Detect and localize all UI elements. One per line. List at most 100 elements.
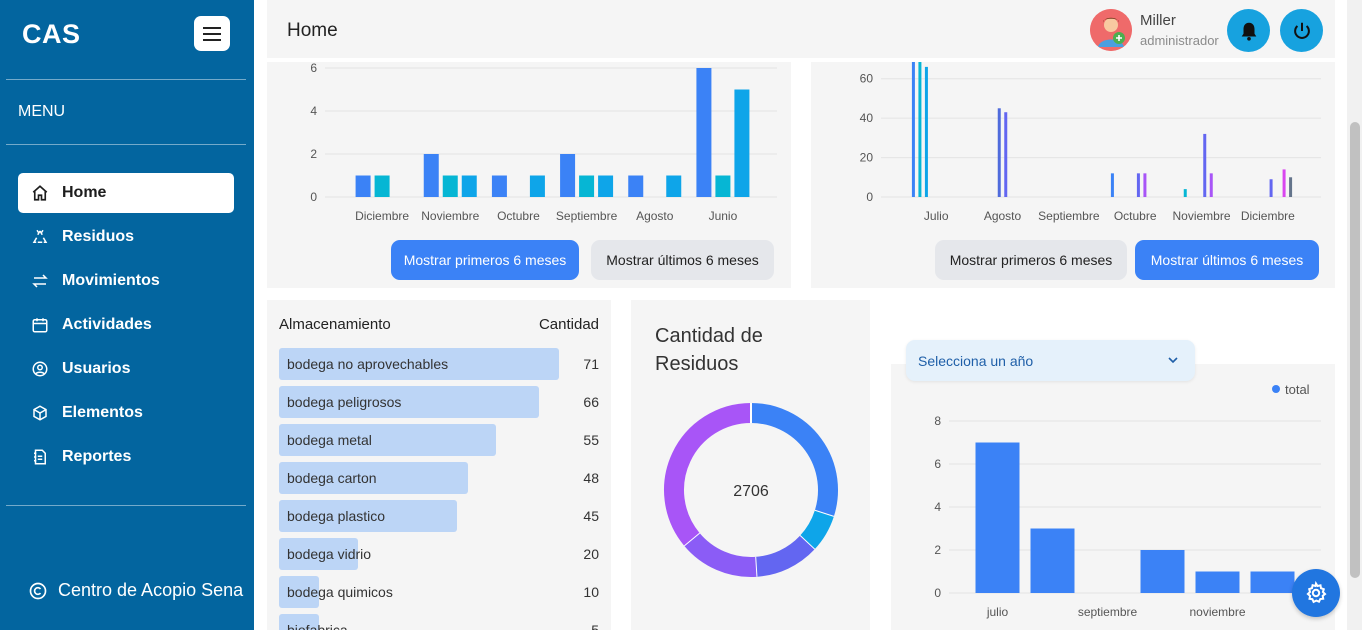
logout-button[interactable] xyxy=(1280,9,1323,52)
hamburger-icon xyxy=(203,26,221,41)
storage-label: bodega plastico xyxy=(287,508,386,524)
slice-separator xyxy=(683,531,701,547)
bar xyxy=(1183,189,1187,197)
bar xyxy=(374,175,390,197)
sidebar-item-usuarios[interactable]: Usuarios xyxy=(18,349,234,389)
sidebar-item-elementos[interactable]: Elementos xyxy=(18,393,234,433)
y-tick-label: 6 xyxy=(310,62,317,75)
sidebar-item-actividades[interactable]: Actividades xyxy=(18,305,234,345)
y-tick-label: 0 xyxy=(866,190,873,204)
sidebar-item-label: Reportes xyxy=(62,448,132,465)
recycle-icon xyxy=(30,227,50,247)
bar xyxy=(918,62,922,197)
x-tick-label: Noviembre xyxy=(1172,209,1230,223)
storage-label: bodega peligrosos xyxy=(287,394,402,410)
x-tick-label: Agosto xyxy=(636,209,674,223)
bar xyxy=(579,175,595,197)
y-tick-label: 8 xyxy=(934,414,941,428)
bar xyxy=(1030,528,1075,593)
copyright-icon xyxy=(28,581,48,601)
storage-row: bodega quimicos 10 xyxy=(279,576,599,608)
storage-row: bodega vidrio 20 xyxy=(279,538,599,570)
yearly-chart-card: 0 2 4 6 8 julio septiembre noviembre total xyxy=(891,364,1335,630)
page-scrollbar[interactable] xyxy=(1347,0,1362,630)
show-first-6-months-button[interactable]: Mostrar primeros 6 meses xyxy=(391,240,579,280)
user-role: administrador xyxy=(1140,33,1219,48)
donut-slice xyxy=(754,535,815,577)
x-tick-label: Octubre xyxy=(497,209,540,223)
bar xyxy=(911,62,915,197)
donut-card: Cantidad de Residuos 2706 xyxy=(631,300,870,630)
y-tick-label: 2 xyxy=(310,147,317,161)
sidebar-item-label: Home xyxy=(62,184,107,201)
bar xyxy=(628,175,644,197)
x-tick-label: julio xyxy=(986,605,1009,619)
storage-value: 20 xyxy=(583,546,599,562)
x-tick-label: Diciembre xyxy=(355,209,409,223)
bar xyxy=(1110,173,1114,197)
storage-label: bodega carton xyxy=(287,470,377,486)
storage-bar xyxy=(279,386,540,418)
sidebar-divider xyxy=(6,79,246,80)
sidebar-item-label: Elementos xyxy=(62,404,143,421)
sidebar-item-reportes[interactable]: Reportes xyxy=(18,437,234,477)
sidebar-item-home[interactable]: Home xyxy=(18,173,234,213)
storage-value: 5 xyxy=(591,622,599,630)
x-tick-label: Agosto xyxy=(984,209,1022,223)
storage-bar xyxy=(279,538,358,570)
storage-label: biofabrica xyxy=(287,622,348,630)
legend-marker xyxy=(1272,385,1280,393)
show-last-6-months-button[interactable]: Mostrar últimos 6 meses xyxy=(1135,240,1319,280)
bar xyxy=(997,108,1001,197)
chart-card-first-semester: 0 2 4 6 Diciembre Noviembre Octubre Septiembre A… xyxy=(267,62,791,288)
storage-value: 10 xyxy=(583,584,599,600)
storage-label: bodega metal xyxy=(287,432,372,448)
storage-label: bodega vidrio xyxy=(287,546,372,562)
scroll-thumb[interactable] xyxy=(1350,122,1360,578)
y-tick-label: 6 xyxy=(934,457,941,471)
bar xyxy=(1143,173,1147,197)
settings-button[interactable] xyxy=(1292,569,1340,617)
year-select[interactable]: Selecciona un año xyxy=(906,340,1195,381)
storage-label: bodega no aprovechables xyxy=(287,356,449,372)
report-icon xyxy=(30,447,50,467)
storage-bar xyxy=(279,500,457,532)
donut-slice xyxy=(750,403,838,517)
avatar[interactable] xyxy=(1090,9,1132,51)
bar xyxy=(598,175,614,197)
bar xyxy=(1269,179,1273,197)
bar xyxy=(1209,173,1213,197)
storage-value: 55 xyxy=(583,432,599,448)
storage-header-quantity: Cantidad xyxy=(538,316,599,333)
storage-row: bodega metal 55 xyxy=(279,424,599,456)
sidebar-divider xyxy=(6,505,246,506)
donut-title: Cantidad de Residuos xyxy=(655,322,763,378)
y-tick-label: 4 xyxy=(310,104,317,118)
storage-bar xyxy=(279,348,560,380)
x-tick-label: Noviembre xyxy=(421,209,479,223)
notifications-button[interactable] xyxy=(1227,9,1270,52)
brand-logo: CAS xyxy=(22,19,81,49)
storage-header-name: Almacenamiento xyxy=(279,316,391,333)
sidebar-item-movimientos[interactable]: Movimientos xyxy=(18,261,234,301)
sidebar-item-label: Actividades xyxy=(62,316,152,333)
sidebar-item-residuos[interactable]: Residuos xyxy=(18,217,234,257)
bar xyxy=(924,66,928,197)
box-icon xyxy=(30,403,50,423)
menu-toggle-button[interactable] xyxy=(194,16,230,51)
y-tick-label: 2 xyxy=(934,543,941,557)
show-last-6-months-button[interactable]: Mostrar últimos 6 meses xyxy=(591,240,774,280)
bar xyxy=(1282,169,1286,197)
x-tick-label: Diciembre xyxy=(1241,209,1295,223)
show-first-6-months-button[interactable]: Mostrar primeros 6 meses xyxy=(935,240,1127,280)
sidebar-item-label: Residuos xyxy=(62,228,135,245)
bar xyxy=(529,175,545,197)
legend-label: total xyxy=(1285,382,1310,397)
chevron-down-icon xyxy=(1168,357,1178,364)
storage-row: biofabrica 5 xyxy=(279,614,599,630)
bar xyxy=(1289,177,1293,197)
sidebar: CAS MENU Home Residuos Movimientos Activ… xyxy=(0,0,254,630)
sidebar-item-label: Usuarios xyxy=(62,360,131,377)
bar xyxy=(1203,133,1207,197)
bar xyxy=(1004,112,1008,197)
